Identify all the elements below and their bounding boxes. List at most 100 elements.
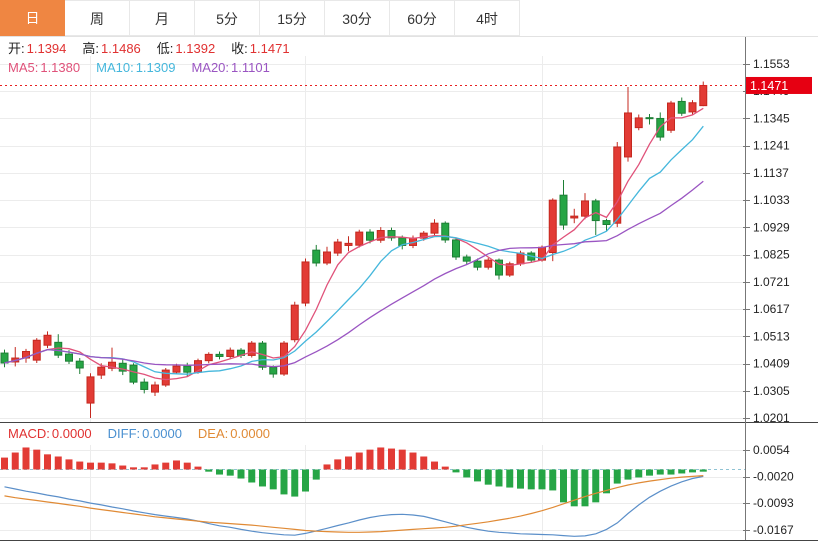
macd-bar-positive <box>194 466 202 470</box>
price-axis-label: 1.1033 <box>753 193 790 207</box>
tab-周[interactable]: 周 <box>65 0 130 36</box>
macd-bar-positive <box>87 462 94 470</box>
candle-up <box>86 376 95 404</box>
candle-up <box>172 365 181 373</box>
candle-up <box>301 261 310 304</box>
candle-up <box>624 112 632 158</box>
candle-down <box>0 352 9 364</box>
price-axis-label: 1.0409 <box>753 357 790 371</box>
tab-5分[interactable]: 5分 <box>195 0 260 36</box>
indicator-value: 0.0000 <box>230 426 271 441</box>
macd-bar-negative <box>280 469 288 495</box>
indicator-value: 0.0000 <box>51 426 92 441</box>
indicator-label: 收: <box>231 41 248 56</box>
candle-up <box>161 369 170 386</box>
macd-info: MACD: 0.0000 DIFF: 0.0000 DEA: 0.0000 <box>8 425 286 442</box>
macd-bar-negative <box>205 469 213 472</box>
macd-bar-positive <box>398 449 406 470</box>
macd-bar-positive <box>355 452 363 470</box>
macd-bar-positive <box>140 467 148 470</box>
indicator-item: DIFF: 0.0000 <box>108 426 182 441</box>
candle-up <box>151 384 159 393</box>
macd-bar-positive <box>44 454 51 470</box>
candle-up <box>226 349 235 357</box>
candle-up <box>323 251 331 264</box>
indicator-item: MA20: 1.1101 <box>191 60 269 75</box>
indicator-value: 1.1394 <box>26 41 67 56</box>
macd-bar-positive <box>119 465 127 470</box>
indicator-value: 1.1486 <box>101 41 141 56</box>
macd-bar-negative <box>506 469 514 488</box>
tab-30分[interactable]: 30分 <box>325 0 390 36</box>
macd-bar-negative <box>291 469 299 497</box>
indicator-label: DEA: <box>197 426 229 441</box>
macd-bar-negative <box>699 469 707 472</box>
macd-bar-negative <box>527 469 535 490</box>
indicator-value: 1.1309 <box>135 60 176 75</box>
macd-bar-negative <box>517 469 524 489</box>
macd-axis-label: -0.0020 <box>753 470 794 484</box>
candle-up <box>430 222 439 234</box>
indicator-value: 1.1101 <box>231 60 270 75</box>
macd-bar-positive <box>388 448 395 470</box>
price-axis-label: 1.0513 <box>753 329 790 343</box>
macd-bar-positive <box>76 461 84 470</box>
ohlc-info: 开: 1.1394 高: 1.1486 低: 1.1392 收: 1.1471 <box>8 40 306 57</box>
macd-bar-negative <box>226 469 234 476</box>
macd-bar-positive <box>97 462 105 470</box>
indicator-item: MA10: 1.1309 <box>96 60 175 75</box>
price-axis-label: 1.0305 <box>753 384 790 398</box>
macd-bar-negative <box>635 469 643 478</box>
candle-up <box>570 215 579 219</box>
macd-bar-negative <box>248 469 256 483</box>
dea-line <box>4 475 704 533</box>
indicator-item: DEA: 0.0000 <box>198 426 270 441</box>
timeframe-tabs: 日周月 5分 15分 30分 60分 4时 <box>0 0 818 37</box>
tab-日[interactable]: 日 <box>0 0 65 36</box>
price-axis-label: 1.0929 <box>753 220 790 234</box>
candle-up <box>419 232 428 239</box>
current-price-tag-value: 1.1471 <box>750 79 788 93</box>
macd-bar-positive <box>183 462 191 470</box>
macd-bar-positive <box>173 460 180 470</box>
indicator-value: 1.1471 <box>249 41 290 56</box>
indicator-item: MACD: 0.0000 <box>8 426 92 441</box>
macd-bar-negative <box>484 469 492 485</box>
macd-bar-positive <box>377 447 385 470</box>
macd-bar-positive <box>130 467 137 470</box>
macd-bar-positive <box>334 459 342 470</box>
candle-down <box>387 230 396 239</box>
candle-down <box>677 100 686 114</box>
macd-bar-negative <box>570 469 578 507</box>
macd-bar-negative <box>452 469 460 473</box>
macd-axis-label: -0.0093 <box>753 496 794 510</box>
macd-bar-negative <box>474 469 481 482</box>
candle-up <box>634 117 643 129</box>
candle-up <box>204 353 213 362</box>
tab-4时[interactable]: 4时 <box>455 0 520 36</box>
macd-bar-negative <box>603 469 610 494</box>
candle-down <box>473 260 482 268</box>
candle-up <box>333 241 342 254</box>
indicator-value: 0.0000 <box>142 426 182 441</box>
macd-bar-positive <box>108 463 116 470</box>
candle-down <box>118 362 127 372</box>
candle-up <box>32 339 41 361</box>
indicator-label: 低: <box>156 41 174 56</box>
candle-up <box>43 334 52 346</box>
macd-bar-negative <box>667 469 675 475</box>
macd-bar-negative <box>259 469 266 487</box>
candle-up <box>505 263 514 276</box>
macd-bar-positive <box>11 452 19 470</box>
macd-bar-positive <box>54 456 62 470</box>
tab-月[interactable]: 月 <box>130 0 195 36</box>
current-price-tag <box>746 76 812 94</box>
macd-bar-negative <box>646 469 653 476</box>
tab-15分[interactable]: 15分 <box>260 0 325 36</box>
candle-down <box>462 256 471 262</box>
candle-up <box>344 242 353 246</box>
candle-up <box>108 361 116 369</box>
tab-60分[interactable]: 60分 <box>390 0 455 36</box>
macd-bar-negative <box>549 469 557 491</box>
